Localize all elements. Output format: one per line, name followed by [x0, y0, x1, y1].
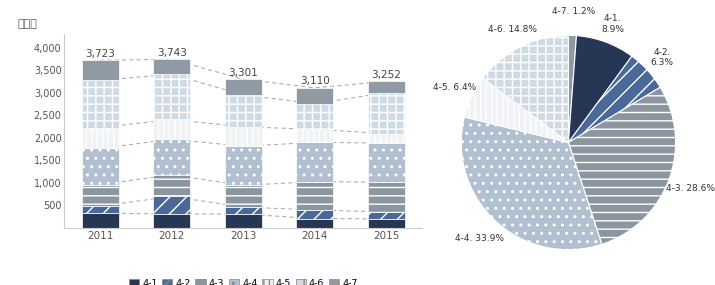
- Bar: [153, 74, 190, 119]
- Bar: [82, 80, 119, 128]
- Bar: [296, 142, 333, 182]
- Bar: [296, 104, 333, 129]
- Bar: [296, 210, 333, 219]
- Legend: 4-1, 4-2, 4-3, 4-4, 4-5, 4-6, 4-7: 4-1, 4-2, 4-3, 4-4, 4-5, 4-6, 4-7: [125, 275, 361, 285]
- Wedge shape: [568, 87, 676, 244]
- Text: 3,723: 3,723: [85, 49, 115, 59]
- Bar: [368, 182, 405, 212]
- Text: 백만원: 백만원: [18, 19, 38, 29]
- Text: 4-6. 14.8%: 4-6. 14.8%: [488, 25, 537, 34]
- Wedge shape: [461, 117, 602, 250]
- Text: 3,252: 3,252: [371, 70, 401, 80]
- Wedge shape: [464, 78, 568, 142]
- Bar: [296, 129, 333, 142]
- Bar: [225, 186, 262, 207]
- Bar: [153, 175, 190, 196]
- Text: 4-2.
6.3%: 4-2. 6.3%: [651, 48, 674, 67]
- Bar: [153, 196, 190, 214]
- Bar: [82, 213, 119, 228]
- Bar: [368, 219, 405, 228]
- Wedge shape: [568, 56, 660, 142]
- Bar: [225, 207, 262, 214]
- Text: 4-7. 1.2%: 4-7. 1.2%: [552, 7, 595, 16]
- Text: 3,110: 3,110: [300, 76, 330, 86]
- Text: 4-3. 28.6%: 4-3. 28.6%: [666, 184, 715, 193]
- Text: 3,743: 3,743: [157, 48, 187, 58]
- Text: 4-4. 33.9%: 4-4. 33.9%: [455, 234, 504, 243]
- Bar: [368, 212, 405, 219]
- Bar: [368, 143, 405, 182]
- Bar: [153, 59, 190, 74]
- Text: 4-1.
8.9%: 4-1. 8.9%: [601, 14, 624, 34]
- Bar: [368, 82, 405, 93]
- Text: 3,301: 3,301: [228, 68, 258, 78]
- Bar: [225, 127, 262, 146]
- Wedge shape: [483, 35, 568, 142]
- Text: 4-5. 6.4%: 4-5. 6.4%: [433, 84, 476, 92]
- Bar: [153, 214, 190, 228]
- Bar: [368, 134, 405, 143]
- Bar: [225, 214, 262, 228]
- Bar: [82, 148, 119, 184]
- Bar: [82, 184, 119, 206]
- Bar: [296, 219, 333, 228]
- Bar: [225, 79, 262, 95]
- Bar: [225, 146, 262, 186]
- Wedge shape: [568, 35, 576, 142]
- Bar: [82, 128, 119, 148]
- Bar: [296, 182, 333, 210]
- Bar: [82, 60, 119, 80]
- Bar: [153, 139, 190, 175]
- Bar: [225, 95, 262, 127]
- Wedge shape: [568, 36, 632, 142]
- Bar: [82, 206, 119, 213]
- Bar: [296, 88, 333, 104]
- Bar: [368, 93, 405, 134]
- Bar: [153, 119, 190, 139]
